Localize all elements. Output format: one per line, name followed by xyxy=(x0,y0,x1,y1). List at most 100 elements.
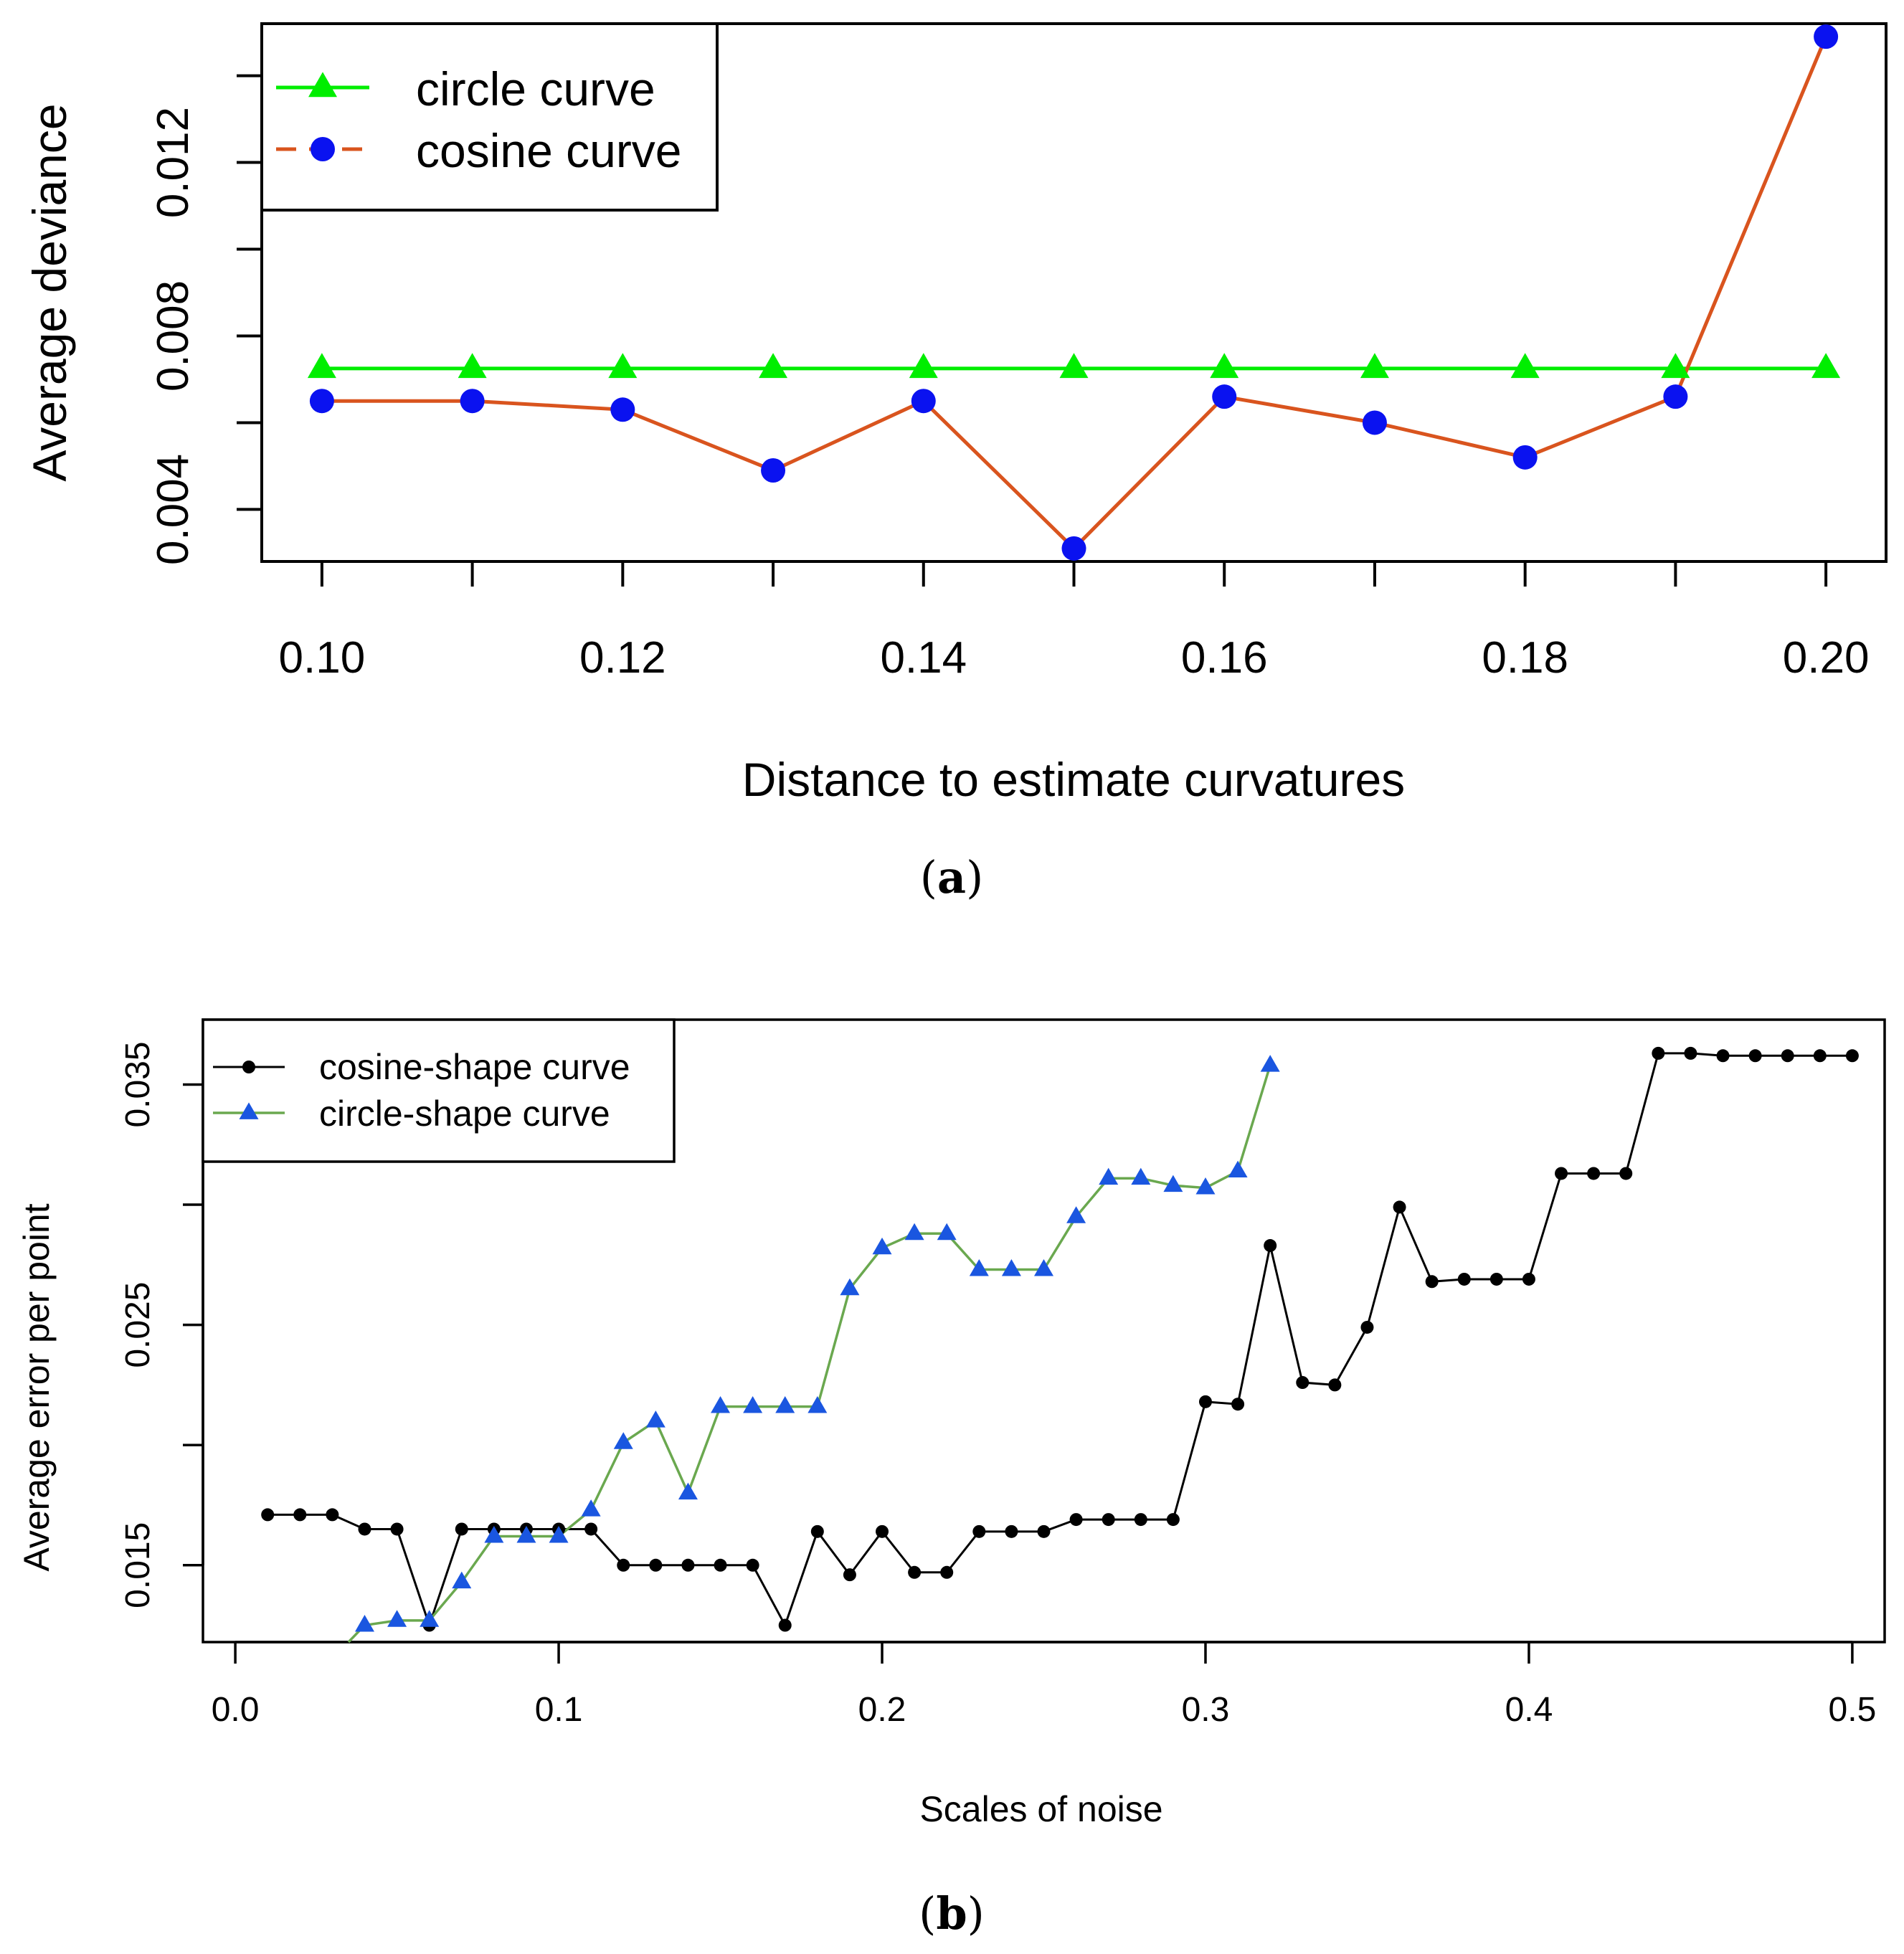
chart-b: 0.015 0.025 0.035 0.0 0.1 0.2 0.3 0.4 0.5 Scale… xyxy=(16,1018,1886,1940)
data-point-cosine-shape-curve xyxy=(1522,1272,1535,1286)
x-tick-label-b: 0.3 xyxy=(1182,1691,1230,1729)
data-point-cosine-curve xyxy=(1212,384,1237,409)
data-point-cosine-shape-curve xyxy=(1037,1524,1051,1538)
x-tick-label-a: 0.14 xyxy=(880,633,967,683)
data-point-cosine-shape-curve xyxy=(1619,1167,1633,1180)
data-point-circle-curve xyxy=(608,353,638,379)
data-point-cosine-shape-curve xyxy=(876,1524,889,1538)
data-point-circle-shape-curve xyxy=(387,1610,407,1627)
data-point-cosine-shape-curve xyxy=(1231,1398,1245,1411)
data-point-cosine-shape-curve xyxy=(1328,1378,1342,1392)
data-point-cosine-shape-curve xyxy=(1845,1049,1859,1063)
panel-caption-b: (b) xyxy=(919,1887,985,1940)
data-point-cosine-shape-curve xyxy=(1748,1049,1762,1063)
x-axis-label-b: Scales of noise xyxy=(919,1789,1162,1829)
data-point-circle-shape-curve xyxy=(711,1396,731,1413)
data-point-cosine-shape-curve xyxy=(293,1508,307,1522)
data-point-circle-shape-curve xyxy=(872,1237,892,1255)
data-point-cosine-curve xyxy=(1362,410,1387,435)
legend-b: cosine-shape curve circle-shape curve xyxy=(202,1018,676,1163)
data-point-circle-curve xyxy=(909,353,938,379)
y-axis-a: 0.004 0.008 0.012 xyxy=(148,74,263,565)
data-point-cosine-shape-curve xyxy=(1489,1272,1503,1286)
legend-marker-cosine-curve xyxy=(311,137,335,161)
panel-caption-b-label: b xyxy=(936,1887,967,1940)
data-point-cosine-shape-curve xyxy=(681,1558,695,1572)
data-point-cosine-shape-curve xyxy=(1005,1524,1018,1538)
data-point-cosine-shape-curve xyxy=(1652,1046,1665,1060)
data-point-cosine-shape-curve xyxy=(1393,1200,1406,1214)
data-point-cosine-curve xyxy=(1814,24,1839,49)
series-markers-b xyxy=(261,1046,1859,1632)
data-point-circle-shape-curve xyxy=(452,1571,472,1589)
panel-caption-a-label: a xyxy=(937,851,966,904)
data-point-cosine-shape-curve xyxy=(1134,1513,1147,1527)
x-tick-label-b: 0.0 xyxy=(212,1691,260,1729)
data-point-circle-shape-curve xyxy=(775,1396,795,1413)
data-point-cosine-shape-curve xyxy=(1360,1320,1374,1334)
data-point-cosine-shape-curve xyxy=(1069,1513,1083,1527)
data-point-circle-shape-curve xyxy=(1228,1160,1248,1178)
data-point-circle-shape-curve xyxy=(937,1223,957,1241)
data-point-cosine-shape-curve xyxy=(746,1558,759,1572)
data-point-circle-shape-curve xyxy=(904,1223,924,1241)
legend-box-a xyxy=(260,22,719,212)
data-point-cosine-shape-curve xyxy=(1587,1167,1601,1180)
y-tick-label-a: 0.012 xyxy=(148,107,198,218)
data-point-cosine-shape-curve xyxy=(1684,1046,1697,1060)
x-axis-b: 0.0 0.1 0.2 0.3 0.4 0.5 xyxy=(212,1641,1876,1729)
data-point-circle-shape-curve xyxy=(420,1610,440,1627)
legend-entry-cosine-curve: cosine curve xyxy=(416,124,682,177)
data-point-circle-shape-curve xyxy=(678,1482,698,1500)
data-point-circle-shape-curve xyxy=(354,1614,374,1632)
legend-a: circle curve cosine curve xyxy=(260,22,719,212)
data-point-cosine-curve xyxy=(761,457,786,483)
data-point-circle-shape-curve xyxy=(549,1525,569,1543)
legend-marker-circle-shape-curve xyxy=(239,1102,259,1119)
data-point-circle-shape-curve xyxy=(1034,1258,1053,1276)
y-tick-label-b: 0.025 xyxy=(119,1282,157,1368)
x-tick-label-b: 0.2 xyxy=(858,1691,906,1729)
data-point-circle-shape-curve xyxy=(645,1410,666,1428)
data-point-circle-shape-curve xyxy=(1099,1167,1119,1185)
data-point-cosine-shape-curve xyxy=(972,1524,986,1538)
data-point-circle-shape-curve xyxy=(743,1396,763,1413)
data-point-cosine-shape-curve xyxy=(1425,1275,1439,1289)
data-point-cosine-shape-curve xyxy=(810,1524,824,1538)
data-point-cosine-shape-curve xyxy=(326,1508,339,1522)
data-point-cosine-curve xyxy=(309,389,334,414)
chart-a: 0.004 0.008 0.012 0.10 0.12 0.14 0.16 0.18 0.20… xyxy=(23,22,1888,904)
data-point-circle-curve xyxy=(759,353,788,379)
data-point-circle-shape-curve xyxy=(1195,1177,1216,1195)
data-point-cosine-shape-curve xyxy=(843,1568,856,1582)
data-point-cosine-curve xyxy=(460,389,485,414)
chart-panel-a: 0.004 0.008 0.012 0.10 0.12 0.14 0.16 0.18 0.20… xyxy=(0,0,1904,957)
data-point-cosine-shape-curve xyxy=(1457,1272,1471,1286)
x-tick-label-a: 0.12 xyxy=(579,633,666,683)
data-point-cosine-curve xyxy=(610,397,635,422)
data-point-cosine-shape-curve xyxy=(1296,1376,1309,1390)
data-point-circle-curve xyxy=(1811,353,1841,379)
data-point-cosine-curve xyxy=(1061,536,1086,561)
data-point-circle-shape-curve xyxy=(840,1278,860,1296)
data-point-cosine-shape-curve xyxy=(617,1558,630,1572)
legend-box-b xyxy=(202,1018,676,1163)
legend-marker-cosine-shape-curve xyxy=(242,1061,255,1073)
data-point-cosine-shape-curve xyxy=(649,1558,663,1572)
data-point-cosine-shape-curve xyxy=(1716,1049,1730,1063)
data-point-cosine-shape-curve xyxy=(1555,1167,1568,1180)
data-point-cosine-shape-curve xyxy=(778,1618,792,1632)
data-point-cosine-shape-curve xyxy=(1102,1513,1115,1527)
data-point-circle-shape-curve xyxy=(807,1396,828,1413)
x-tick-label-b: 0.1 xyxy=(535,1691,583,1729)
data-point-circle-curve xyxy=(1210,353,1239,379)
data-point-circle-shape-curve xyxy=(516,1525,536,1543)
x-tick-label-a: 0.18 xyxy=(1482,633,1568,683)
data-point-circle-shape-curve xyxy=(1001,1258,1021,1276)
data-point-cosine-shape-curve xyxy=(390,1522,404,1536)
data-point-cosine-shape-curve xyxy=(358,1522,371,1536)
chart-panel-b: 0.015 0.025 0.035 0.0 0.1 0.2 0.3 0.4 0.5 Scale… xyxy=(0,990,1904,1954)
data-point-circle-curve xyxy=(1360,353,1389,379)
y-axis-label-b: Average error per point xyxy=(16,1203,57,1571)
x-tick-label-a: 0.20 xyxy=(1783,633,1870,683)
